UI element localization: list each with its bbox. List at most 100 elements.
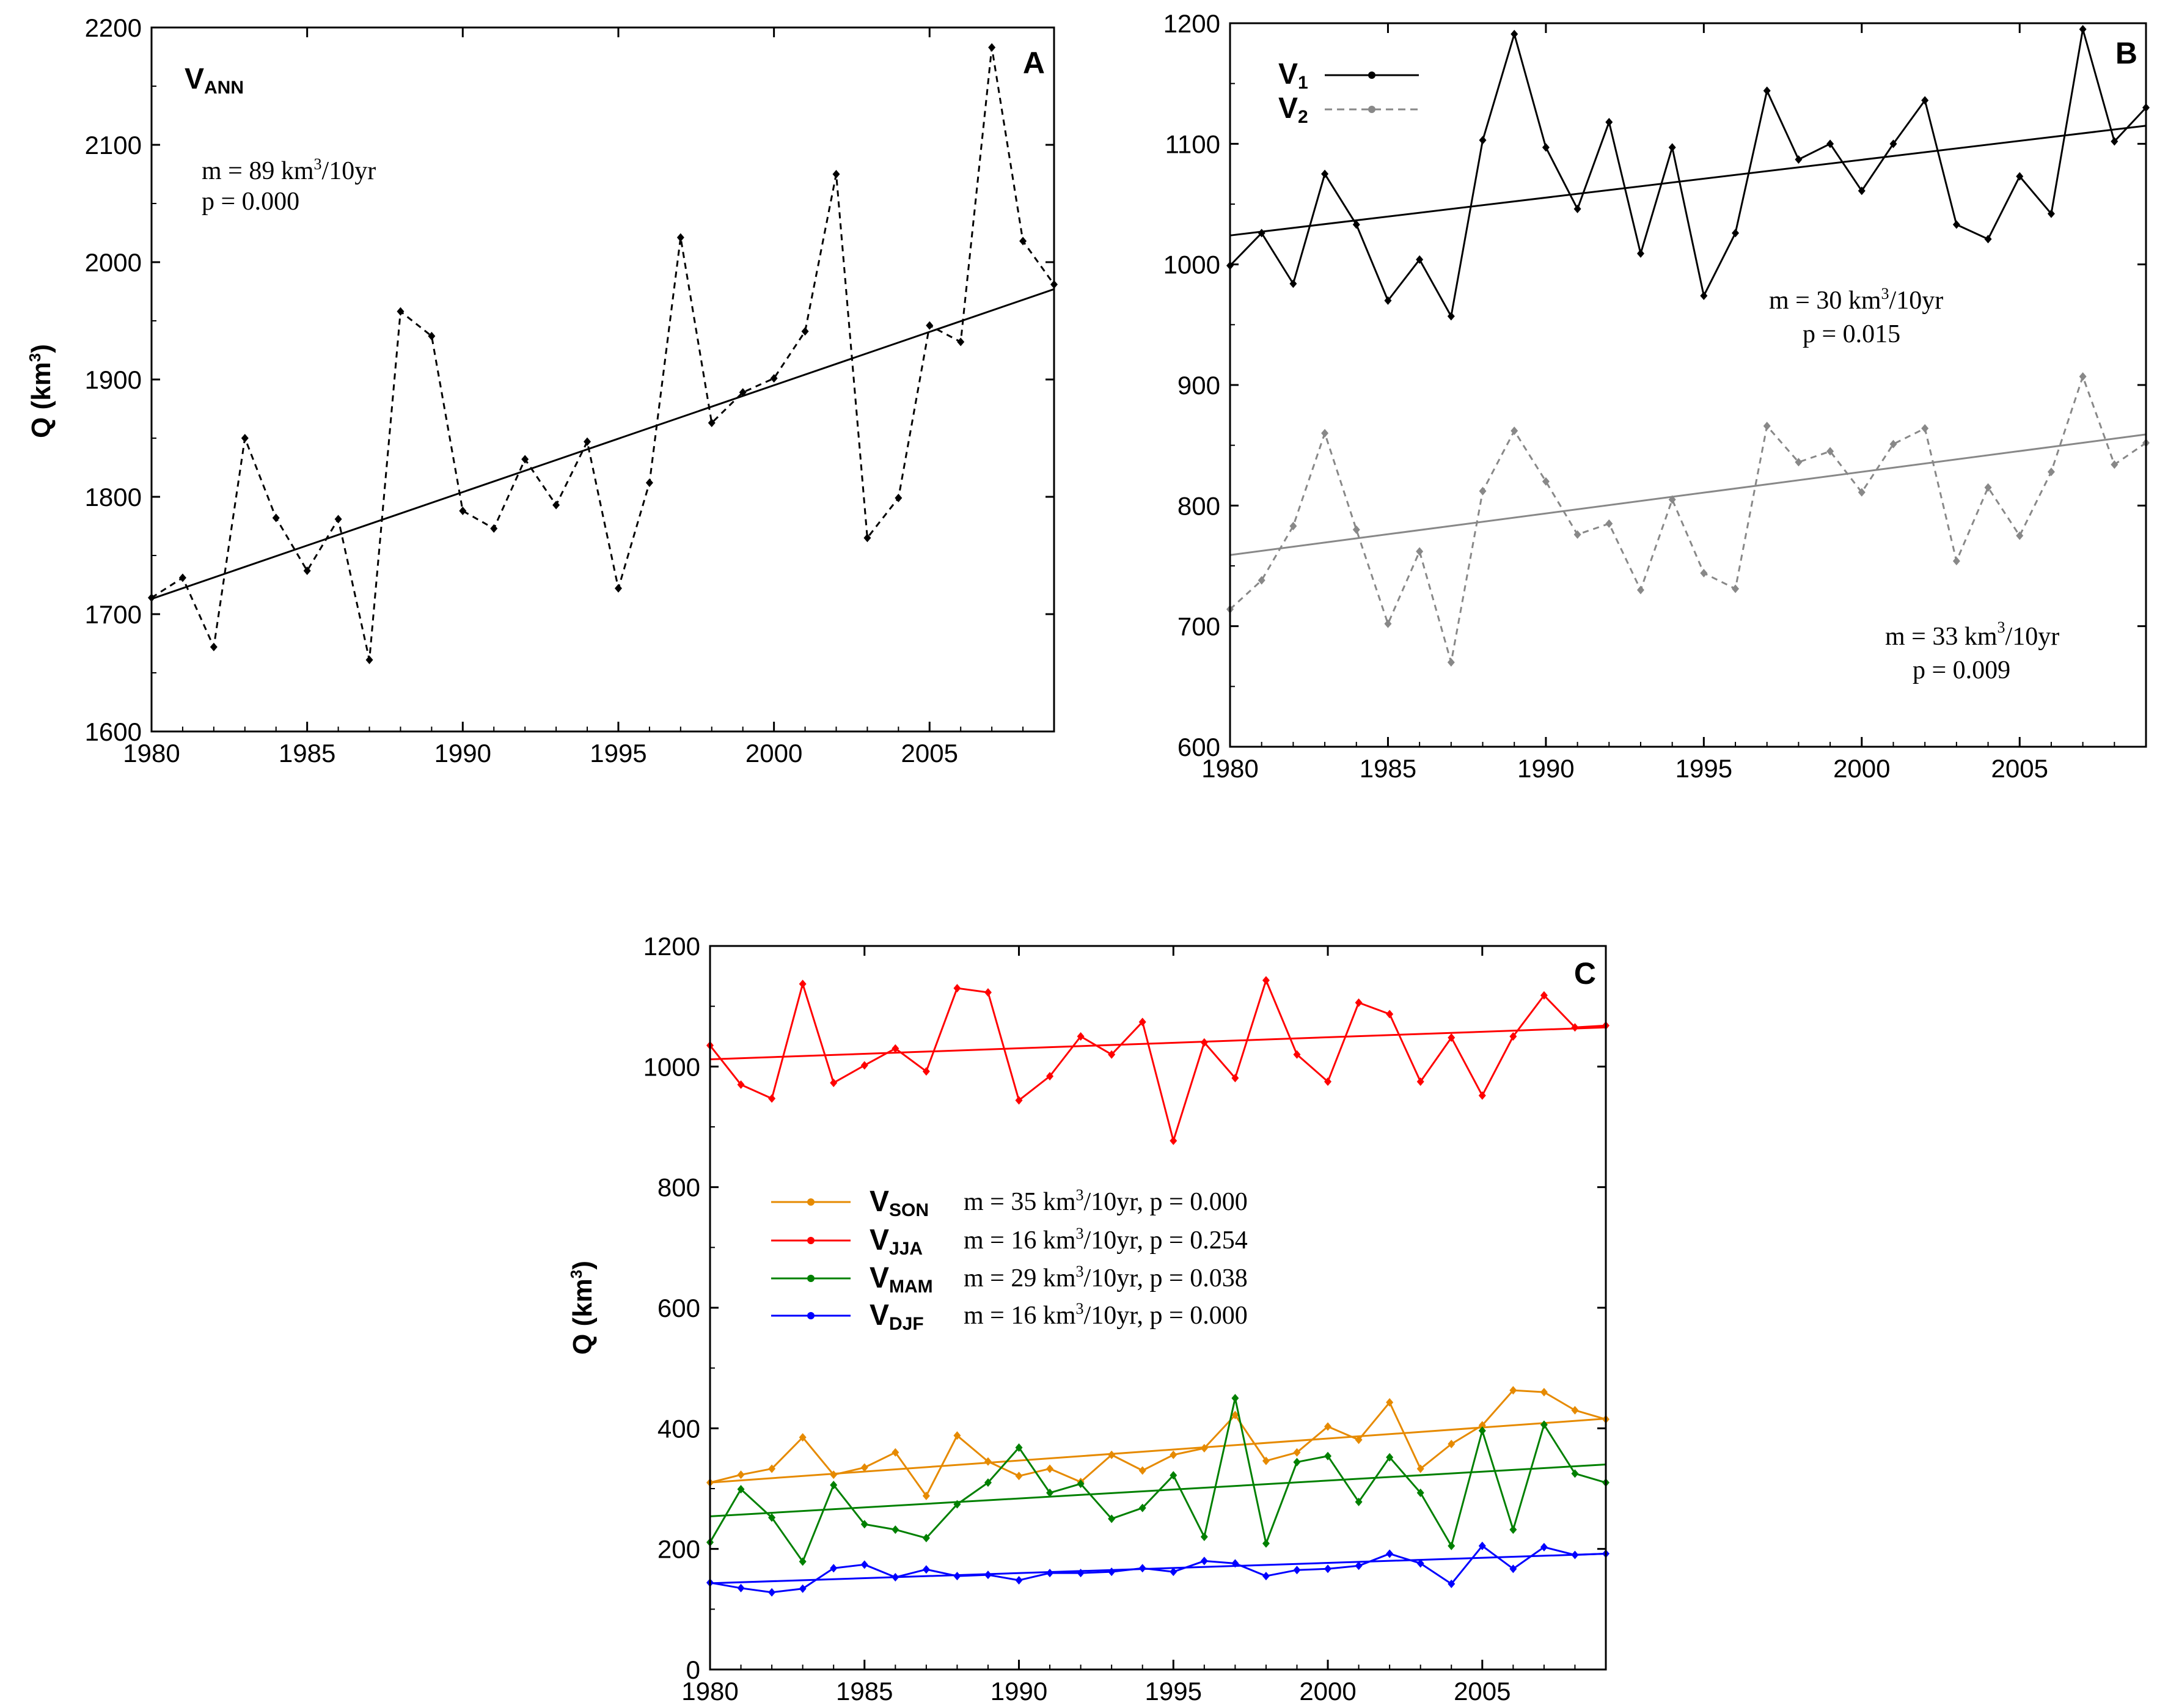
data-point-vjja	[953, 984, 961, 993]
panel-b-xtick-label: 2005	[1991, 754, 2048, 783]
panel-b-xtick-label: 1995	[1675, 754, 1732, 783]
data-point-vjja	[1509, 1032, 1517, 1041]
series-line-vjja	[709, 979, 1606, 1142]
panel-c-xtick-label: 2005	[1454, 1677, 1511, 1706]
panel-a-slope: m = 89 km3/10yr	[202, 155, 376, 185]
panel-b-xtick-label: 1985	[1360, 754, 1416, 783]
data-point-vson	[1108, 1450, 1116, 1459]
data-point-vson	[1509, 1386, 1517, 1395]
panel-c-xtick-label: 1980	[681, 1677, 738, 1706]
data-point-vmam	[1170, 1471, 1177, 1480]
panel-b-pvalue-v1: p = 0.015	[1803, 320, 1900, 348]
data-point-vann	[428, 331, 436, 340]
data-point-vmam	[1478, 1426, 1486, 1435]
data-point-v2	[1858, 488, 1866, 497]
panel-a: Q (km3) 1600 1700 1800 1900 2000 2100 2200 1980…	[26, 13, 1058, 768]
panel-a-ytick-label: 1800	[85, 483, 142, 511]
panel-a-xtick-label: 2005	[901, 739, 958, 768]
data-point-vdjf	[953, 1572, 961, 1581]
data-point-vmam	[737, 1484, 745, 1494]
series-line-vmam	[709, 1397, 1606, 1563]
data-point-vann	[926, 321, 934, 330]
data-point-vjja	[1324, 1077, 1332, 1086]
panel-b-ytick-label: 900	[1177, 371, 1220, 400]
data-point-v1	[1511, 29, 1518, 38]
data-point-v2	[1289, 521, 1297, 530]
data-point-v1	[2016, 172, 2024, 181]
panel-a-ylabel: Q (km3)	[26, 344, 56, 438]
data-point-vann	[334, 515, 342, 524]
panel-c-ytick-label: 600	[657, 1294, 700, 1322]
data-point-vdjf	[1108, 1567, 1116, 1577]
data-point-v2	[1795, 458, 1803, 467]
data-point-vson	[1355, 1435, 1363, 1445]
data-point-vson	[1540, 1388, 1548, 1397]
legend-jja-stats: m = 16 km3/10yr, p = 0.254	[964, 1225, 1248, 1255]
data-point-vson	[1478, 1421, 1486, 1430]
panel-c-ytick-label: 1000	[643, 1052, 700, 1081]
data-point-vmam	[830, 1481, 838, 1490]
data-point-v2	[2047, 467, 2055, 477]
data-point-vdjf	[860, 1560, 868, 1569]
panel-a-ytick-label: 2000	[85, 248, 142, 277]
data-point-vdjf	[1200, 1556, 1208, 1566]
data-point-vann	[178, 573, 186, 582]
data-point-vjja	[1386, 1010, 1394, 1019]
data-point-vjja	[1293, 1050, 1301, 1059]
trend-line-v2	[1229, 433, 2147, 556]
data-point-vmam	[1262, 1539, 1270, 1548]
data-point-vmam	[1355, 1497, 1363, 1506]
data-point-vmam	[922, 1533, 930, 1542]
data-point-v2	[1416, 547, 1424, 556]
data-point-v2	[1763, 422, 1771, 431]
data-point-v1	[1258, 229, 1265, 238]
panel-a-ytick-label: 1600	[85, 717, 142, 746]
data-point-v1	[1952, 220, 1960, 229]
panel-a-ytick-label: 1900	[85, 365, 142, 394]
data-point-v1	[1447, 312, 1455, 321]
panel-a-ytick-label: 2200	[85, 13, 142, 42]
data-point-vson	[1293, 1448, 1301, 1457]
data-point-vmam	[1448, 1541, 1456, 1550]
data-point-vdjf	[1509, 1564, 1517, 1574]
panel-b-frame	[1229, 22, 2147, 748]
data-point-vann	[895, 493, 903, 502]
data-point-v2	[1384, 619, 1392, 628]
data-point-vmam	[799, 1557, 807, 1566]
data-point-vmam	[1416, 1488, 1424, 1497]
series-line-vson	[709, 1389, 1606, 1497]
legend-mam-label: VMAM	[870, 1262, 933, 1297]
panel-c-legend: VSON m = 35 km3/10yr, p = 0.000 VJJA m =…	[771, 1186, 1248, 1334]
data-point-vmam	[1231, 1394, 1239, 1402]
data-point-v2	[1984, 483, 1992, 492]
legend-son-label: VSON	[870, 1186, 929, 1220]
data-point-vjja	[984, 988, 992, 997]
data-point-vdjf	[1540, 1542, 1548, 1552]
trend-line-vdjf	[709, 1553, 1606, 1585]
data-point-vann	[1019, 236, 1027, 246]
data-point-vson	[799, 1433, 807, 1442]
data-point-vann	[584, 437, 591, 446]
data-point-v1	[1289, 279, 1297, 288]
legend-djf-label: VDJF	[870, 1299, 924, 1334]
data-point-v1	[1921, 96, 1929, 105]
panel-b-label: B	[2115, 36, 2137, 70]
panel-b-legend: V1 V2	[1278, 58, 1419, 127]
data-point-vann	[459, 507, 467, 516]
series-line-vann	[151, 46, 1055, 661]
data-point-vmam	[768, 1513, 776, 1522]
data-point-vjja	[1200, 1038, 1208, 1047]
data-point-v2	[1258, 576, 1265, 585]
data-point-vjja	[1015, 1096, 1023, 1105]
data-point-v2	[1321, 428, 1329, 438]
data-point-vson	[737, 1470, 745, 1479]
data-point-vmam	[1571, 1469, 1579, 1478]
data-point-vjja	[1448, 1033, 1456, 1042]
data-point-v1	[1795, 155, 1803, 164]
data-point-vmam	[1200, 1532, 1208, 1541]
data-point-v2	[1573, 530, 1581, 539]
data-point-vann	[676, 233, 684, 242]
data-point-vson	[1448, 1439, 1456, 1448]
data-point-v2	[1479, 486, 1487, 496]
